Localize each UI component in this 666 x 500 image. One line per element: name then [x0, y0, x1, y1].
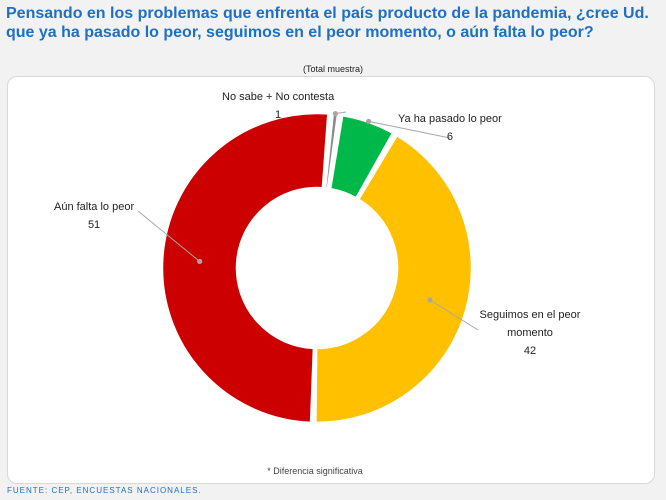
slice-aun-falta: [160, 111, 330, 425]
slice-seguimos: [314, 133, 474, 425]
chart-subtitle: (Total muestra): [302, 64, 364, 74]
slice-label-ya-ha-pasado: Ya ha pasado lo peor 6: [398, 110, 502, 146]
slice-value-seguimos: 42: [523, 345, 537, 357]
leader-dot-seguimos: [427, 297, 433, 303]
slice-name-seguimos: Seguimos en el peor momento: [479, 309, 581, 339]
leader-dot-aun-falta: [197, 258, 203, 265]
source-note: FUENTE: CEP, ENCUESTAS NACIONALES.: [7, 486, 202, 495]
slice-value-no-sabe: 1: [275, 109, 282, 121]
slice-name-no-sabe: No sabe + No contesta: [222, 91, 335, 103]
slice-label-no-sabe: No sabe + No contesta 1: [222, 88, 334, 124]
title-line-2: que ya ha pasado lo peor, seguimos en el…: [6, 24, 594, 41]
footnote: * Diferencia significativa: [267, 466, 363, 476]
slice-value-ya-ha-pasado: 6: [446, 131, 453, 143]
leader-dot-no-sabe: [332, 110, 339, 117]
title-line-1: Pensando en los problemas que enfrenta e…: [6, 5, 649, 22]
leader-lines: [137, 110, 479, 331]
leader-line-aun-falta: [137, 210, 200, 262]
slice-label-aun-falta: Aún falta lo peor 51: [54, 198, 134, 234]
leader-line-ya-ha-pasado: [368, 120, 451, 139]
slice-value-aun-falta: 51: [87, 219, 101, 231]
slice-ya-ha-pasado: [328, 113, 395, 201]
leader-line-seguimos: [429, 299, 479, 331]
slice-name-aun-falta: Aún falta lo peor: [54, 201, 135, 213]
donut-slices: [160, 111, 474, 425]
page-title: Pensando en los problemas que enfrenta e…: [6, 4, 661, 42]
slice-label-seguimos: Seguimos en el peor momento 42: [478, 306, 582, 360]
leader-dot-ya-ha-pasado: [366, 118, 372, 124]
slice-name-ya-ha-pasado: Ya ha pasado lo peor: [398, 113, 502, 125]
